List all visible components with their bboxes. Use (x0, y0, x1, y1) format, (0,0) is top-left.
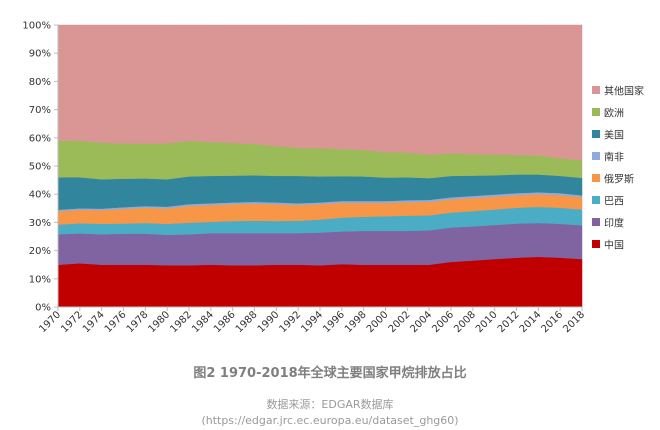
x-tick-label: 2008 (452, 309, 478, 335)
legend-swatch (592, 240, 600, 248)
x-tick-label: 2014 (518, 309, 544, 335)
y-tick-label: 0% (35, 303, 51, 314)
figure-caption-source: 数据来源：EDGAR数据库 (266, 398, 394, 411)
y-tick-label: 10% (29, 274, 51, 285)
legend-swatch (592, 86, 600, 94)
y-tick-label: 50% (29, 162, 51, 173)
x-tick-label: 1980 (147, 309, 173, 335)
y-tick-label: 20% (29, 246, 51, 257)
legend-swatch (592, 108, 600, 116)
figure-caption-url: (https://edgar.jrc.ec.europa.eu/dataset_… (201, 414, 459, 427)
y-tick-label: 40% (29, 190, 51, 201)
x-tick-label: 1974 (81, 309, 107, 335)
x-tick-label: 1994 (299, 309, 325, 335)
x-tick-label: 1986 (212, 309, 238, 335)
legend-label: 其他国家 (604, 85, 644, 98)
x-tick-label: 2006 (430, 309, 456, 335)
x-tick-label: 2010 (474, 309, 500, 335)
x-tick-label: 1998 (343, 309, 369, 335)
y-tick-label: 100% (22, 21, 51, 32)
x-tick-label: 2002 (387, 309, 413, 335)
legend-swatch (592, 196, 600, 204)
x-tick-label: 2012 (496, 309, 522, 335)
stacked-area-chart: 0%10%20%30%40%50%60%70%80%90%100%1970197… (22, 21, 644, 336)
legend-label: 美国 (604, 129, 624, 142)
x-tick-label: 1982 (168, 309, 194, 335)
x-tick-label: 1976 (103, 309, 129, 335)
y-tick-label: 70% (29, 105, 51, 116)
figure-caption-title: 图2 1970-2018年全球主要国家甲烷排放占比 (193, 366, 467, 381)
legend-swatch (592, 152, 600, 160)
legend-label: 欧洲 (604, 108, 624, 120)
y-tick-label: 30% (29, 218, 51, 229)
x-tick-label: 1972 (59, 309, 85, 335)
x-tick-label: 2000 (365, 309, 391, 335)
legend-label: 巴西 (604, 196, 624, 208)
x-tick-label: 1984 (190, 309, 216, 335)
x-tick-label: 1992 (278, 309, 304, 335)
x-tick-label: 1988 (234, 309, 260, 335)
y-tick-label: 80% (29, 77, 51, 88)
x-tick-label: 2004 (409, 309, 435, 335)
legend-label: 印度 (604, 217, 624, 230)
area-series-7 (57, 24, 583, 161)
legend-swatch (592, 130, 600, 138)
legend-swatch (592, 174, 600, 182)
area-series-group (57, 24, 583, 308)
legend-label: 南非 (604, 151, 624, 164)
y-tick-label: 60% (29, 133, 51, 144)
legend-swatch (592, 218, 600, 226)
legend-label: 俄罗斯 (604, 173, 634, 186)
x-tick-label: 1978 (125, 309, 151, 335)
x-tick-label: 1990 (256, 309, 282, 335)
y-tick-label: 90% (29, 49, 51, 60)
x-tick-label: 1996 (321, 309, 347, 335)
legend-label: 中国 (604, 239, 624, 252)
x-tick-label: 2016 (540, 309, 566, 335)
x-tick-label: 2018 (561, 309, 587, 335)
